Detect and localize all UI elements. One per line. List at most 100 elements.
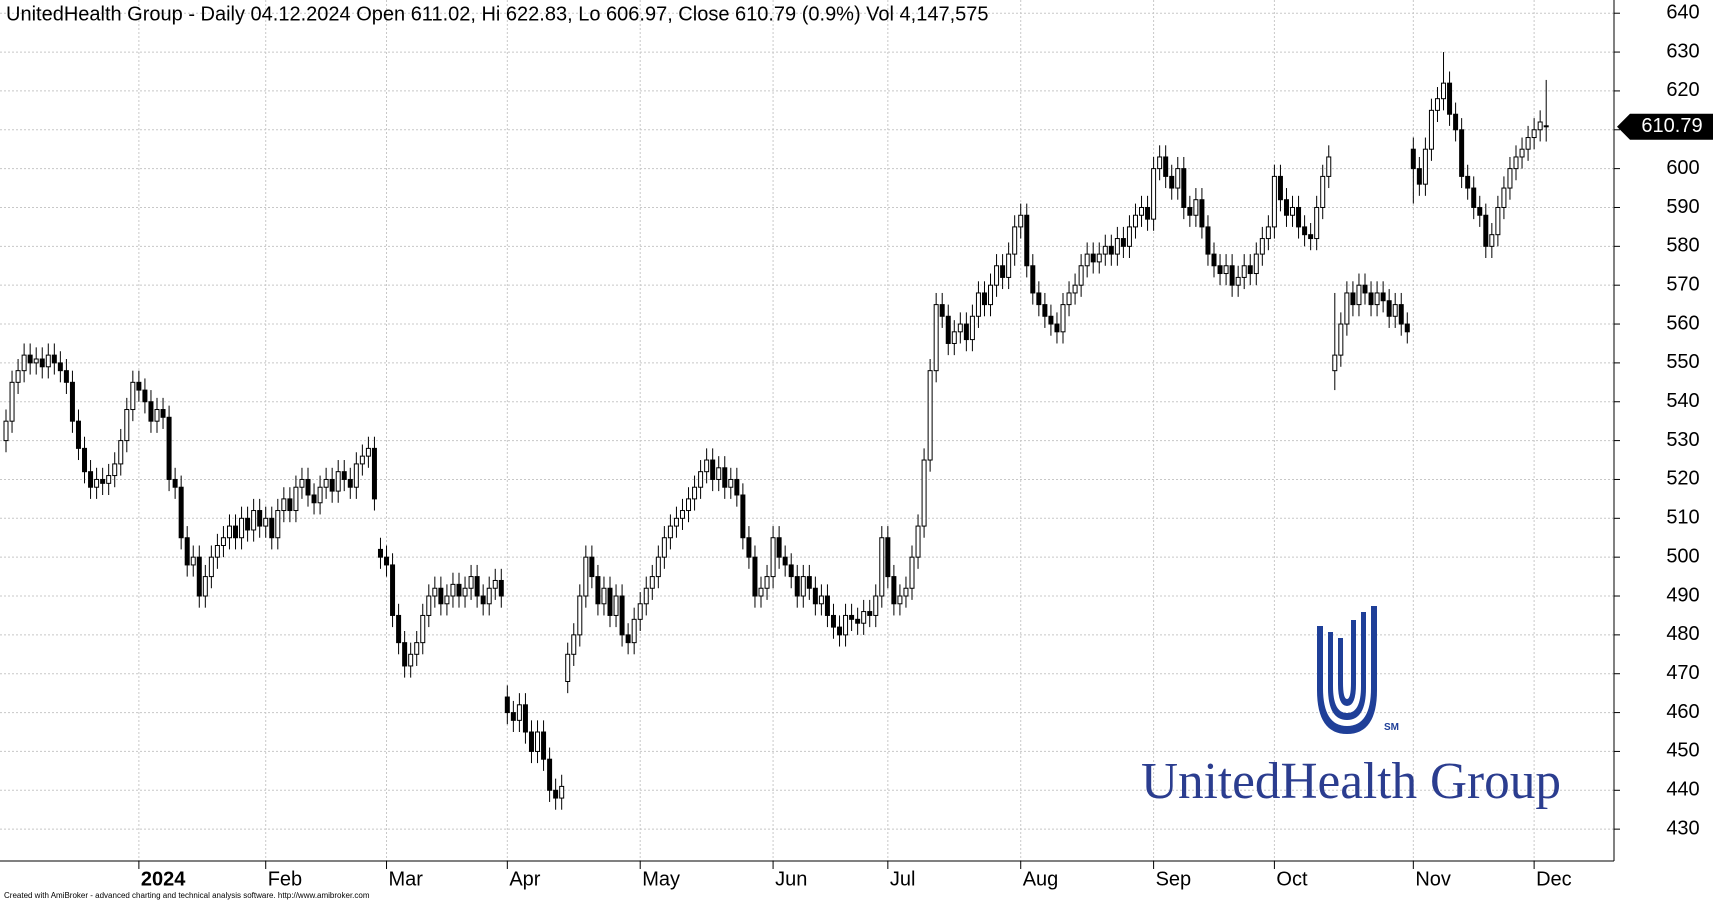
candle-body: [625, 634, 631, 644]
candle-body: [1495, 206, 1501, 236]
candle-body: [843, 614, 849, 636]
y-tick-label: 480: [1666, 623, 1699, 645]
candle-body: [667, 525, 673, 539]
candle-body: [1489, 234, 1495, 247]
candle-body: [94, 478, 100, 488]
chart-title: UnitedHealth Group - Daily 04.12.2024 Op…: [6, 3, 989, 25]
candle-body: [1247, 265, 1253, 275]
candle-body: [245, 517, 251, 531]
x-tick-label: Feb: [268, 868, 302, 890]
candle-body: [1078, 265, 1084, 286]
candle-body: [251, 510, 257, 531]
candle-body: [317, 486, 323, 504]
candle-body: [257, 510, 263, 527]
candle-body: [565, 653, 571, 682]
y-tick-label: 570: [1666, 273, 1699, 295]
candle-body: [239, 517, 245, 539]
x-tick-label: Mar: [389, 868, 424, 890]
candle-body: [365, 447, 371, 457]
candle-body: [377, 548, 383, 558]
candle-body: [1477, 206, 1483, 216]
candle-body: [1525, 137, 1531, 150]
candle-body: [39, 358, 45, 368]
candle-body: [1374, 292, 1380, 306]
candle-body: [1332, 354, 1338, 372]
candle-body: [214, 545, 220, 558]
candle-body: [1054, 323, 1060, 333]
grid-layer: [0, 0, 1614, 861]
candle-body: [1042, 304, 1048, 317]
candle-body: [601, 587, 607, 605]
candle-body: [233, 525, 239, 539]
candle-body: [782, 556, 788, 566]
candle-body: [951, 331, 957, 344]
candle-body: [1139, 206, 1145, 216]
candle-body: [1350, 292, 1356, 306]
candle-body: [867, 611, 873, 616]
candle-body: [1302, 226, 1308, 236]
x-tick-label: 2024: [141, 868, 186, 890]
candle-body: [655, 556, 661, 578]
candle-body: [9, 381, 15, 422]
candle-body: [426, 595, 432, 616]
candle-body: [1199, 199, 1205, 228]
candle-body: [1296, 206, 1302, 228]
candle-body: [1096, 253, 1102, 263]
candle-body: [1181, 168, 1187, 208]
candle-body: [299, 478, 305, 488]
candle-body: [1259, 238, 1265, 255]
candle-body: [1229, 265, 1235, 286]
candle-body: [142, 389, 148, 403]
candle-body: [921, 459, 927, 527]
candle-body: [1362, 284, 1368, 294]
candle-body: [396, 614, 402, 644]
candle-body: [1241, 265, 1247, 278]
candle-body: [154, 409, 160, 422]
candle-body: [776, 537, 782, 558]
candle-body: [311, 494, 317, 504]
candle-body: [873, 595, 879, 616]
candle-body: [897, 595, 903, 605]
candle-body: [492, 579, 498, 589]
logo-text: UnitedHealth Group: [1141, 753, 1561, 810]
candle-body: [800, 576, 806, 597]
candle-body: [830, 614, 836, 628]
candle-body: [45, 354, 51, 368]
candle-body: [1459, 129, 1465, 177]
candle-body: [553, 789, 559, 799]
candle-body: [613, 595, 619, 616]
candle-body: [305, 478, 311, 496]
candle-body: [335, 471, 341, 492]
y-tick-label: 450: [1666, 740, 1699, 762]
y-tick-label: 430: [1666, 817, 1699, 839]
candle-body: [1018, 214, 1024, 228]
candle-body: [704, 459, 710, 473]
candle-body: [486, 587, 492, 605]
candle-body: [988, 284, 994, 306]
candle-body: [1211, 253, 1217, 267]
candle-body: [82, 447, 88, 473]
candle-body: [118, 440, 124, 465]
candle-body: [679, 510, 685, 519]
candle-body: [1537, 121, 1543, 131]
candle-body: [88, 471, 94, 488]
candle-body: [275, 510, 281, 539]
candle-body: [909, 556, 915, 589]
candle-body: [57, 362, 63, 372]
candle-body: [450, 583, 456, 597]
candle-body: [1114, 238, 1120, 255]
y-tick-label: 590: [1666, 196, 1699, 218]
candle-body: [1531, 129, 1537, 139]
candles: [3, 52, 1549, 810]
candle-body: [347, 478, 353, 488]
candle-body: [220, 537, 226, 547]
candle-body: [1338, 323, 1344, 356]
candle-body: [939, 304, 945, 317]
candle-body: [535, 731, 541, 752]
candle-body: [1108, 245, 1114, 255]
candle-body: [1169, 175, 1175, 189]
candle-body: [1205, 226, 1211, 255]
candle-body: [51, 354, 57, 364]
candle-body: [69, 381, 75, 422]
